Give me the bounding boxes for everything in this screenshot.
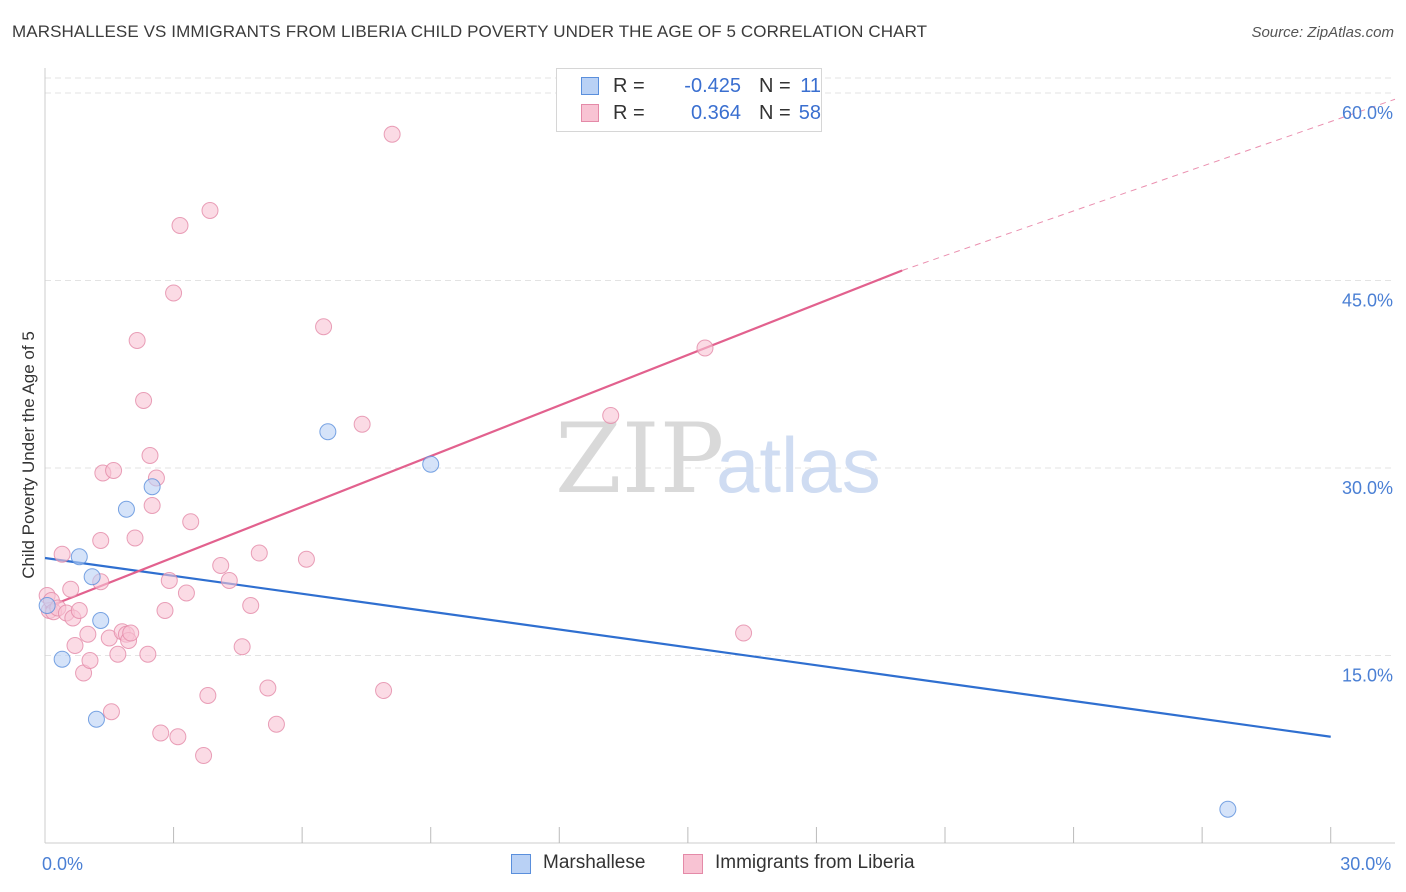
blue-point — [70, 548, 88, 566]
blue-point — [87, 710, 105, 728]
blue-point — [117, 500, 135, 518]
pink-point — [602, 407, 620, 424]
pink-point — [92, 532, 110, 549]
source-credit: Source: ZipAtlas.com — [1251, 24, 1394, 41]
pink-point — [70, 602, 88, 619]
legend-swatch-blue — [581, 77, 599, 95]
legend-label-liberia: Immigrants from Liberia — [715, 852, 915, 873]
x-tick-label: 0.0% — [42, 854, 83, 874]
blue-point — [319, 423, 337, 441]
watermark: ZIP atlas — [555, 403, 881, 515]
legend-n-label: N = — [759, 75, 791, 97]
pink-point — [109, 645, 127, 663]
pink-point — [735, 624, 753, 642]
legend-label-marshallese: Marshallese — [543, 852, 646, 873]
blue-point — [38, 597, 56, 614]
legend-r-label: R = — [613, 102, 645, 124]
pink-point — [53, 545, 71, 563]
pink-point — [199, 687, 217, 704]
pink-point — [259, 679, 277, 697]
pink-point — [160, 572, 178, 589]
trend-lines — [44, 98, 1396, 738]
pink-point — [128, 332, 146, 349]
pink-point — [156, 602, 174, 619]
stats-legend: R = -0.425 N = 11 R = 0.364 N = 58 — [556, 68, 822, 132]
legend-r-value: -0.425 — [684, 75, 741, 97]
pink-point — [250, 544, 268, 562]
watermark-atlas: atlas — [716, 421, 881, 509]
pink-point — [122, 624, 140, 642]
pink-point — [233, 638, 251, 656]
data-points — [38, 125, 1237, 818]
pink-point — [201, 202, 219, 219]
pink-point — [375, 682, 393, 699]
axes — [44, 68, 1395, 844]
blue-point — [143, 478, 161, 496]
pink-point — [383, 125, 401, 143]
blue-point — [1219, 800, 1237, 818]
pink-point — [315, 318, 333, 336]
y-tick-label: 45.0% — [1342, 291, 1393, 311]
tick-labels: 15.0% 30.0% 45.0% 60.0% 0.0% 30.0% — [42, 103, 1393, 874]
pink-point — [220, 572, 238, 589]
pink-point — [297, 550, 315, 568]
pink-point — [696, 339, 714, 357]
pink-point — [143, 497, 161, 514]
blue-point — [422, 455, 440, 473]
pink-point — [105, 462, 123, 479]
y-tick-label: 30.0% — [1342, 478, 1393, 498]
pink-point — [182, 513, 200, 531]
legend-swatch-blue — [511, 854, 531, 874]
y-axis-label: Child Poverty Under the Age of 5 — [19, 331, 38, 579]
pink-point — [79, 625, 97, 643]
pink-point — [171, 217, 189, 234]
pink-point — [169, 728, 187, 746]
pink-point — [126, 529, 144, 547]
grid-layer — [45, 77, 1395, 656]
pink-point — [177, 584, 195, 602]
pink-point — [81, 652, 99, 669]
legend-r-value: 0.364 — [690, 102, 741, 124]
watermark-zip: ZIP — [555, 403, 724, 515]
pink-point — [212, 557, 230, 574]
legend-n-value: 11 — [800, 75, 821, 97]
legend-r-label: R = — [613, 75, 645, 97]
blue-trend-line — [44, 556, 1331, 738]
pink-point — [62, 580, 80, 598]
legend-swatch-pink — [581, 104, 599, 122]
y-tick-label: 15.0% — [1342, 666, 1393, 686]
pink-point — [165, 284, 183, 302]
pink-point — [135, 392, 153, 409]
pink-point — [141, 447, 159, 464]
legend-n-value: 58 — [798, 102, 821, 124]
pink-point — [242, 597, 260, 614]
legend-swatch-pink — [683, 854, 703, 874]
pink-trend-extension — [901, 98, 1396, 271]
pink-point — [139, 645, 157, 663]
pink-point — [353, 415, 371, 433]
pink-point — [102, 703, 120, 721]
blue-point — [92, 612, 110, 629]
pink-point — [66, 637, 84, 654]
x-tick-label: 30.0% — [1340, 854, 1391, 874]
pink-point — [267, 715, 285, 733]
legend-n-label: N = — [759, 102, 791, 124]
blue-point — [83, 568, 101, 586]
y-tick-label: 60.0% — [1342, 103, 1393, 123]
blue-point — [53, 650, 71, 668]
chart-title: MARSHALLESE VS IMMIGRANTS FROM LIBERIA C… — [12, 22, 928, 41]
pink-point — [195, 747, 213, 764]
pink-point — [152, 724, 170, 742]
pink-trend-line — [44, 269, 903, 610]
